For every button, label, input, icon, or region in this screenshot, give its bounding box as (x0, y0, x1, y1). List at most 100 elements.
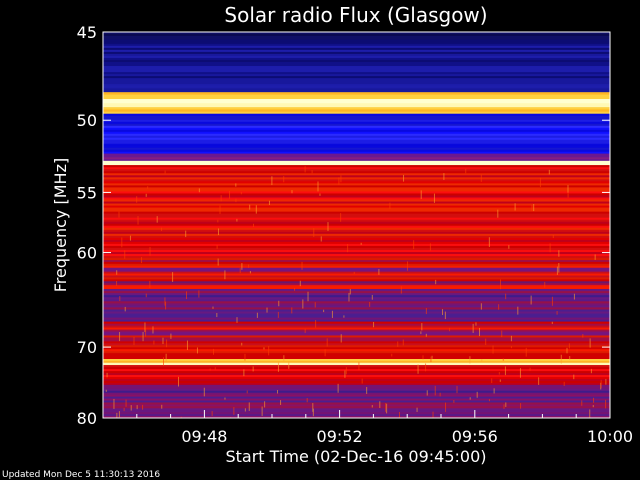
band-row (103, 341, 610, 344)
speckle (594, 254, 596, 260)
spectrogram-plot (103, 32, 610, 418)
band-row (103, 295, 610, 298)
speckle (371, 405, 373, 408)
band-row (103, 256, 610, 259)
speckle (241, 342, 243, 346)
speckle (589, 338, 591, 348)
band-row (103, 359, 610, 362)
speckle (549, 243, 551, 253)
speckle (119, 296, 121, 302)
band-row (103, 384, 610, 388)
band-row (103, 273, 610, 276)
speckle (129, 235, 131, 241)
band-row (103, 258, 610, 261)
speckle (531, 204, 533, 212)
speckle (216, 245, 218, 249)
band-row (103, 217, 610, 220)
speckle (156, 216, 158, 223)
speckle (172, 272, 174, 282)
speckle (501, 330, 503, 338)
band-row (103, 66, 610, 69)
band-row (103, 160, 610, 164)
speckle (212, 348, 214, 355)
band-row (103, 209, 610, 212)
band-row (103, 171, 610, 174)
band-row (103, 197, 610, 200)
band-row (103, 299, 610, 302)
speckle (361, 378, 363, 384)
band-row (103, 287, 610, 290)
speckle (510, 335, 512, 342)
speckle (123, 407, 125, 412)
band-row (103, 367, 610, 370)
speckle (439, 392, 441, 397)
speckle (149, 246, 151, 256)
band-row (103, 271, 610, 274)
speckle (573, 374, 575, 380)
speckle (248, 264, 250, 268)
speckle (317, 181, 319, 192)
band-row (103, 394, 610, 397)
speckle (425, 333, 427, 337)
speckle (569, 356, 571, 361)
speckle (453, 399, 455, 403)
band-row (103, 345, 610, 348)
speckle (497, 209, 499, 218)
band-row (103, 267, 610, 270)
band-row (103, 416, 610, 418)
speckle (479, 327, 481, 337)
band-row (103, 107, 610, 110)
band-row (103, 61, 610, 65)
speckle (124, 250, 126, 259)
band-row (103, 333, 610, 336)
band-row (103, 291, 610, 294)
band-row (103, 35, 610, 39)
speckle (435, 279, 437, 285)
band-row (103, 113, 610, 117)
band-row (103, 99, 610, 102)
speckle (449, 327, 451, 332)
band-row (103, 33, 610, 37)
speckle (491, 378, 493, 383)
band-row (103, 237, 610, 241)
speckle (551, 296, 553, 306)
band-row (103, 141, 610, 145)
speckle (302, 299, 304, 309)
band-row (103, 275, 610, 278)
band-row (103, 323, 610, 326)
band-row (103, 351, 610, 354)
band-row (103, 305, 610, 308)
speckle (480, 174, 482, 182)
speckle (434, 385, 436, 396)
band-row (103, 355, 610, 358)
band-row (103, 88, 610, 91)
speckle (217, 219, 219, 223)
band-row (103, 406, 610, 409)
speckle (444, 311, 446, 320)
band-row (103, 127, 610, 131)
speckle (224, 397, 226, 400)
speckle (499, 279, 501, 290)
band-row (103, 365, 610, 368)
speckle (304, 166, 306, 173)
band-row (103, 76, 610, 79)
speckle (256, 312, 258, 318)
y-tick-label: 80 (77, 409, 97, 428)
speckle (212, 306, 214, 309)
speckle (144, 322, 146, 332)
speckle (277, 311, 279, 318)
band-row (103, 371, 610, 374)
band-row (103, 331, 610, 334)
speckle (502, 358, 504, 361)
band-row (103, 59, 610, 63)
speckle (133, 336, 135, 346)
band-row (103, 133, 610, 137)
speckle (538, 377, 540, 385)
speckle (241, 263, 243, 270)
band-row (103, 125, 610, 129)
band-row (103, 277, 610, 280)
speckle (331, 310, 333, 318)
speckle (307, 291, 309, 302)
speckle (416, 407, 418, 412)
speckle (137, 215, 139, 225)
